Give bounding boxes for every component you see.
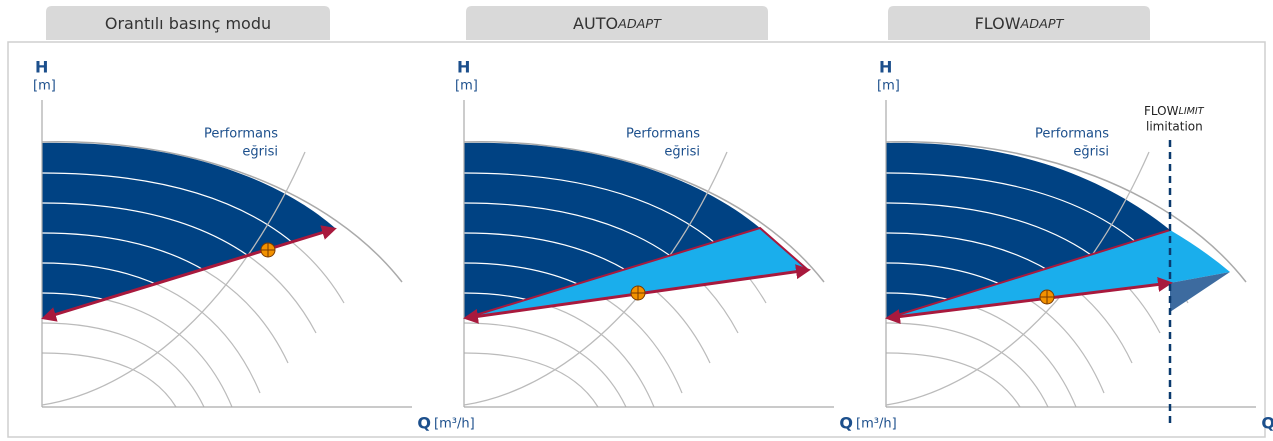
curve-label: Performans: [204, 127, 278, 142]
curve-label: eğrisi: [664, 145, 700, 160]
panel: H [m] Q [m³/h] Performans eğrisi: [455, 58, 897, 433]
max-curve: [41, 141, 403, 283]
panel: FLOWLIMITlimitationH[m]Q[m³/h]Performans…: [877, 58, 1273, 433]
max-curve: [463, 141, 825, 283]
y-axis-label: H: [879, 58, 892, 77]
tab-label: Orantılı basınç modu: [105, 14, 271, 33]
x-axis-label: Q: [839, 414, 853, 433]
text-part: ADAPT: [617, 17, 662, 32]
point-cross: [261, 243, 275, 257]
system-curve: [885, 322, 1049, 408]
text-part: ADAPT: [1020, 17, 1065, 32]
limit-label: FLOWLIMIT: [1144, 104, 1205, 118]
x-axis-unit: [m³/h]: [856, 417, 897, 432]
x-axis-unit: [m³/h]: [434, 417, 475, 432]
control-line: [41, 225, 337, 322]
frame: [7, 41, 1266, 438]
text-part: AUTO: [573, 14, 618, 33]
y-axis-unit: [m]: [455, 79, 478, 94]
tab: [46, 6, 330, 40]
system-curve: [886, 232, 1133, 318]
max-curve: [885, 141, 1247, 283]
performance-curve: [41, 151, 306, 406]
tab-label: AUTOADAPT: [573, 14, 662, 33]
curve-label: Performans: [626, 127, 700, 142]
system-curve: [41, 352, 177, 408]
operating-area: [42, 142, 335, 318]
system-curve: [463, 322, 627, 408]
beyond-low: [1170, 272, 1230, 312]
text-part: LIMIT: [1178, 106, 1204, 117]
performance-curve: [463, 151, 728, 406]
tab-label: FLOWADAPT: [975, 14, 1065, 33]
beyond-area: [1170, 230, 1230, 283]
tab: [466, 6, 768, 40]
y-axis-unit: [m]: [877, 79, 900, 94]
system-curve: [463, 352, 599, 408]
y-axis-label: H: [35, 58, 48, 77]
text-part: Orantılı basınç modu: [105, 14, 271, 33]
system-curve: [41, 322, 205, 408]
performance-curve: [885, 151, 1150, 406]
y-axis-label: H: [457, 58, 470, 77]
y-axis-unit: [m]: [33, 79, 56, 94]
point-cross: [1040, 290, 1054, 304]
curve-label: eğrisi: [242, 145, 278, 160]
curve-label: Performans: [1035, 127, 1109, 142]
system-curve: [885, 352, 1021, 408]
tab: [888, 6, 1150, 40]
point-cross: [631, 286, 645, 300]
operating-area: [886, 142, 1170, 318]
x-axis-label: Q: [1261, 414, 1273, 433]
text-part: FLOW: [1144, 104, 1179, 118]
text-part: FLOW: [975, 14, 1021, 33]
curve-label: eğrisi: [1073, 145, 1109, 160]
limit-label: limitation: [1146, 120, 1203, 134]
control-line: [885, 277, 1173, 324]
panel: H [m] Q [m³/h] Performans eğrisi: [33, 58, 475, 433]
x-axis-label: Q: [417, 414, 431, 433]
